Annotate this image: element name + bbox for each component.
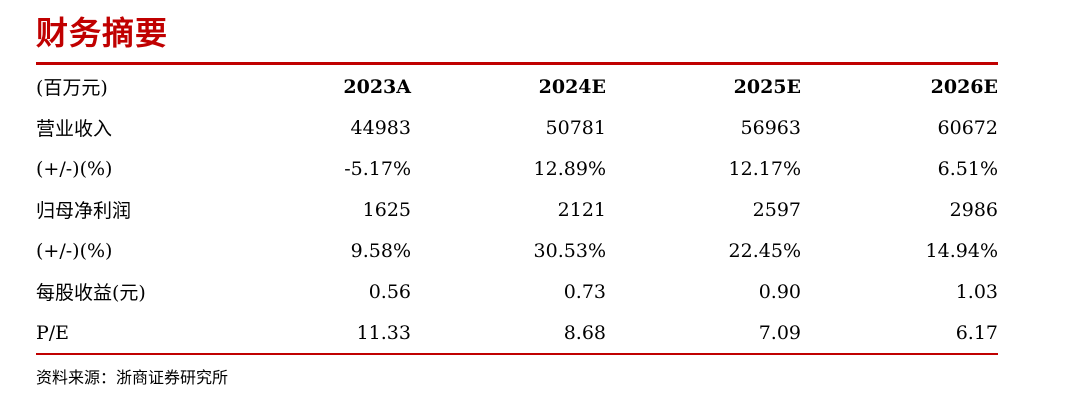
cell-value: 30.53% [533,239,606,262]
table-row: 归母净利润 1625 2121 2597 2986 [36,189,998,230]
cell-value: 12.89% [533,157,606,180]
table-row: (+/-)(%) 9.58% 30.53% 22.45% 14.94% [36,230,998,271]
source-note: 资料来源：浙商证券研究所 [36,368,229,387]
cell-value: 1.03 [955,280,998,303]
row-label: 归母净利润 [36,200,132,222]
table-row: 营业收入 44983 50781 56963 60672 [36,107,998,148]
header-2025e: 2025E [733,75,801,98]
table-row: P/E 11.33 8.68 7.09 6.17 [36,312,998,355]
cell-value: 12.17% [728,157,801,180]
table-header-row: (百万元) 2023A 2024E 2025E 2026E [36,66,998,107]
row-label: P/E [36,312,196,355]
cell-value: 7.09 [606,312,801,355]
cell-value: 11.33 [196,312,411,355]
header-2023a: 2023A [343,75,411,98]
financial-summary-table: (百万元) 2023A 2024E 2025E 2026E 营业收入 44983… [36,66,998,355]
cell-value: 6.17 [801,312,998,355]
header-2026e: 2026E [930,75,998,98]
title-divider [36,62,998,65]
cell-value: 9.58% [350,239,411,262]
cell-value: 14.94% [925,239,998,262]
row-label: 营业收入 [36,118,113,140]
row-label: (+/-)(%) [36,239,113,262]
row-label: 每股收益(元) [36,282,146,304]
cell-value: 2986 [949,198,998,221]
header-2024e: 2024E [538,75,606,98]
table-row: (+/-)(%) -5.17% 12.89% 12.17% 6.51% [36,148,998,189]
cell-value: 60672 [937,116,998,139]
page-title: 财务摘要 [36,14,169,52]
cell-value: 8.68 [411,312,606,355]
cell-value: 1625 [362,198,411,221]
cell-value: 0.90 [758,280,801,303]
cell-value: 0.73 [563,280,606,303]
cell-value: 56963 [740,116,801,139]
row-label: (+/-)(%) [36,157,113,180]
cell-value: 2597 [752,198,801,221]
cell-value: 0.56 [368,280,411,303]
cell-value: 2121 [557,198,606,221]
cell-value: 50781 [545,116,606,139]
cell-value: 6.51% [937,157,998,180]
table-row: 每股收益(元) 0.56 0.73 0.90 1.03 [36,271,998,312]
cell-value: 44983 [350,116,411,139]
cell-value: -5.17% [344,157,411,180]
cell-value: 22.45% [728,239,801,262]
header-unit: (百万元) [36,77,108,99]
